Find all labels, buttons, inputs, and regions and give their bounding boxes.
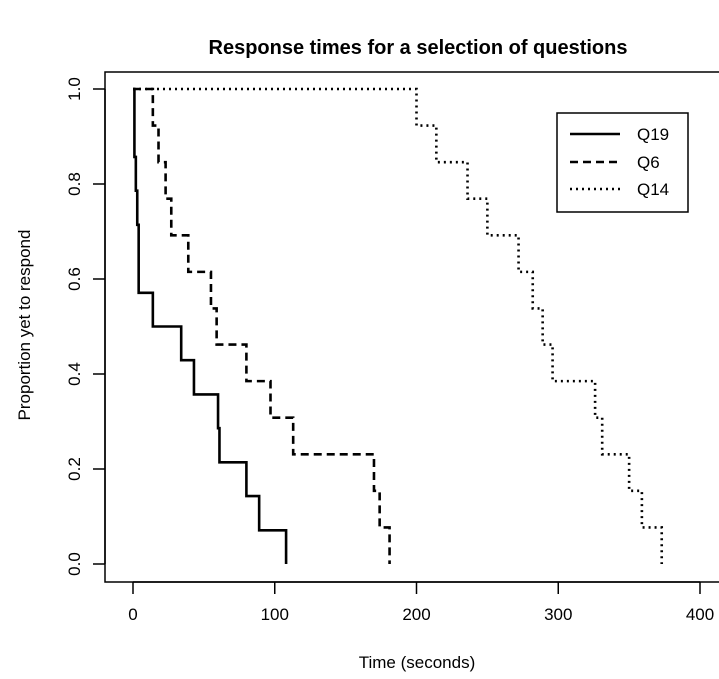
y-tick-label: 0.4 bbox=[65, 362, 84, 386]
legend: Q19 Q6 Q14 bbox=[556, 112, 689, 213]
y-tick-label: 0.8 bbox=[65, 172, 84, 196]
legend-box bbox=[556, 112, 689, 213]
y-tick-label: 1.0 bbox=[65, 77, 84, 101]
x-tick-label: 400 bbox=[686, 605, 714, 624]
series-q6-line bbox=[133, 87, 391, 564]
y-tick-label: 0.0 bbox=[65, 552, 84, 576]
x-tick-label: 0 bbox=[128, 605, 137, 624]
legend-label-q19: Q19 bbox=[637, 125, 669, 144]
x-axis: 0 100 200 300 400 bbox=[128, 581, 714, 624]
y-tick-label: 0.6 bbox=[65, 267, 84, 291]
chart-title: Response times for a selection of questi… bbox=[209, 37, 628, 59]
x-tick-label: 300 bbox=[544, 605, 572, 624]
x-tick-label: 200 bbox=[402, 605, 430, 624]
series-q19-line bbox=[133, 87, 288, 564]
y-tick-label: 0.2 bbox=[65, 457, 84, 481]
x-tick-label: 100 bbox=[261, 605, 289, 624]
y-axis-label: Proportion yet to respond bbox=[15, 230, 34, 421]
series-q14-line bbox=[133, 87, 664, 564]
series-layer bbox=[133, 87, 664, 564]
legend-label-q14: Q14 bbox=[637, 180, 669, 199]
y-axis: 0.0 0.2 0.4 0.6 0.8 1.0 bbox=[65, 77, 106, 576]
legend-label-q6: Q6 bbox=[637, 153, 660, 172]
x-axis-label: Time (seconds) bbox=[359, 653, 476, 672]
